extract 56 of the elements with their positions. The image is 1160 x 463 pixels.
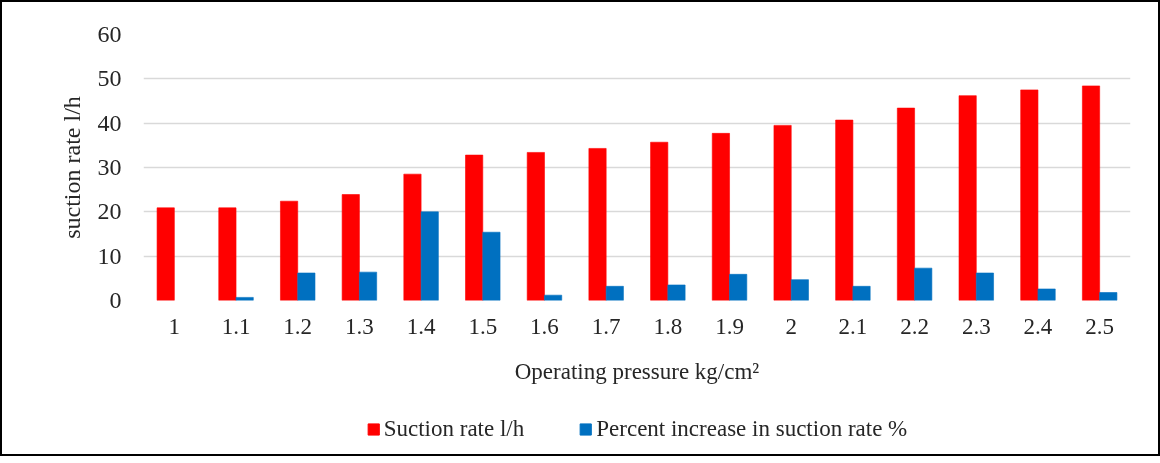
bar	[341, 194, 360, 301]
y-tick-label: 20	[97, 198, 122, 225]
bar	[358, 271, 378, 301]
x-tick-label: 1.5	[468, 313, 498, 339]
bar	[605, 285, 624, 301]
x-tick-label: 2.3	[961, 313, 991, 339]
x-tick-label: 1.7	[591, 313, 621, 339]
bar	[650, 141, 669, 301]
y-tick-label: 50	[97, 65, 122, 92]
bar	[1037, 288, 1056, 301]
x-tick-label: 1.4	[406, 313, 436, 339]
bar	[465, 154, 484, 301]
x-tick-label: 1.1	[221, 313, 251, 339]
y-tick-label: 10	[97, 242, 122, 269]
bar	[218, 207, 237, 301]
bar	[1099, 292, 1118, 301]
x-tick-label: 2	[785, 313, 797, 339]
bar	[279, 200, 299, 301]
bar	[1081, 85, 1101, 301]
bar	[835, 119, 854, 301]
bar	[975, 272, 995, 301]
bar	[588, 147, 607, 301]
y-axis-title: suction rate l/h	[58, 96, 85, 239]
bar	[667, 284, 686, 301]
bar	[729, 273, 748, 301]
x-tick-label: 2.2	[900, 313, 929, 339]
x-tick-label: 2.4	[1023, 313, 1053, 339]
bar	[914, 267, 933, 301]
x-tick-label: 1.9	[715, 313, 744, 339]
legend-label: Percent increase in suction rate %	[596, 416, 908, 442]
bar	[852, 285, 871, 301]
x-axis-title: Operating pressure kg/cm²	[514, 358, 760, 384]
bar	[773, 124, 792, 301]
x-tick-label: 2.5	[1085, 313, 1115, 339]
bar	[403, 173, 422, 301]
y-tick-label: 40	[97, 109, 122, 136]
bar	[711, 132, 731, 301]
x-tick-label: 2.1	[838, 313, 868, 339]
bar	[482, 231, 501, 301]
x-tick-label: 1	[168, 313, 181, 339]
y-tick-label: 0	[109, 287, 122, 313]
y-tick-label: 30	[97, 154, 122, 180]
legend-label: Suction rate l/h	[383, 416, 525, 442]
x-tick-label: 1.2	[283, 313, 313, 339]
bar	[297, 272, 316, 301]
bar	[896, 107, 916, 301]
bar	[958, 95, 977, 301]
bar	[526, 151, 545, 301]
x-tick-label: 1.6	[530, 313, 559, 339]
bar	[790, 279, 809, 301]
bar	[156, 207, 175, 301]
bar	[420, 211, 439, 301]
x-tick-label: 1.3	[345, 313, 374, 339]
y-tick-label: 60	[97, 21, 122, 47]
x-tick-label: 1.8	[653, 313, 683, 339]
bar	[1020, 89, 1039, 301]
